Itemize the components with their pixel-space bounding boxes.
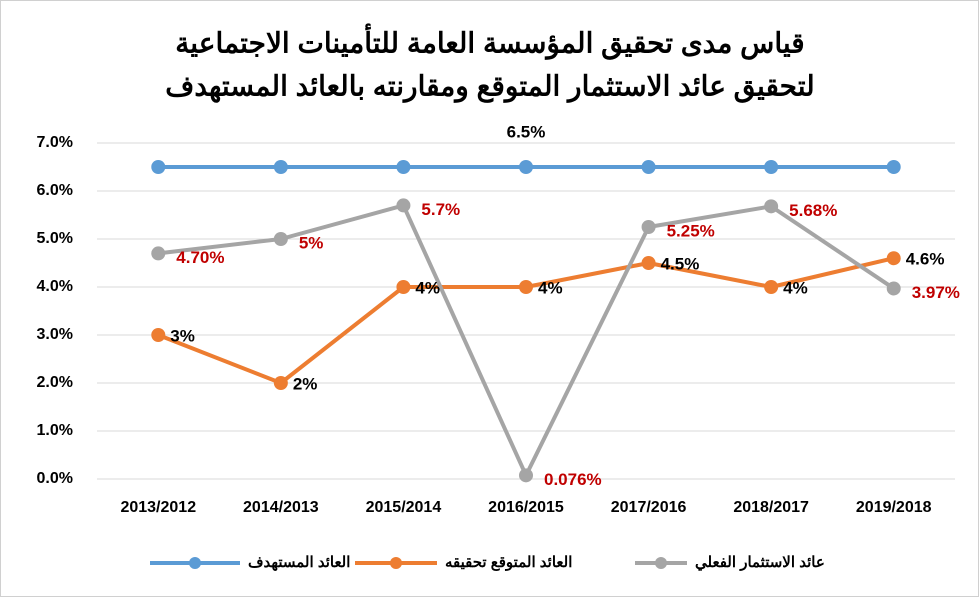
x-tick-label: 2013/2012 bbox=[120, 499, 196, 516]
data-point bbox=[641, 256, 656, 270]
chart-title: لتحقيق عائد الاستثمار المتوقع ومقارنته ب… bbox=[165, 70, 814, 103]
y-tick-label: 3.0% bbox=[37, 326, 73, 343]
y-tick-label: 5.0% bbox=[37, 230, 73, 247]
data-point bbox=[519, 280, 533, 294]
data-label: 4% bbox=[783, 278, 808, 297]
data-point bbox=[764, 160, 779, 174]
data-point bbox=[273, 376, 288, 390]
legend-marker bbox=[390, 557, 402, 569]
x-tick-label: 2017/2016 bbox=[611, 499, 687, 516]
data-point bbox=[151, 328, 166, 342]
data-label: 4% bbox=[415, 278, 440, 297]
data-label: 0.076% bbox=[544, 470, 602, 489]
x-tick-label: 2015/2014 bbox=[366, 499, 442, 516]
data-point bbox=[519, 160, 533, 174]
legend-label: عائد الاستثمار الفعلي bbox=[695, 554, 825, 572]
legend-label: العائد المتوقع تحقيقه bbox=[445, 554, 572, 571]
data-point bbox=[641, 220, 656, 234]
data-label: 5.7% bbox=[421, 200, 460, 219]
data-point bbox=[886, 251, 901, 266]
data-point bbox=[151, 160, 166, 174]
y-tick-label: 6.0% bbox=[37, 182, 73, 199]
data-point bbox=[886, 281, 901, 296]
data-point bbox=[764, 199, 779, 214]
data-label: 5% bbox=[299, 233, 324, 252]
y-tick-label: 0.0% bbox=[37, 470, 73, 487]
data-label: 4% bbox=[538, 278, 563, 297]
data-point bbox=[396, 198, 411, 213]
x-tick-label: 2014/2013 bbox=[243, 499, 319, 516]
data-label: 4.5% bbox=[661, 254, 700, 273]
data-point bbox=[396, 280, 411, 294]
data-point bbox=[273, 160, 288, 174]
legend-label: العائد المستهدف bbox=[248, 554, 350, 571]
x-tick-label: 2018/2017 bbox=[733, 499, 809, 516]
data-label: 4.70% bbox=[176, 248, 224, 267]
legend-marker bbox=[189, 557, 201, 569]
x-tick-label: 2019/2018 bbox=[856, 499, 932, 516]
data-point bbox=[396, 160, 411, 174]
data-label: 3.97% bbox=[912, 283, 960, 302]
chart-title: قياس مدى تحقيق المؤسسة العامة للتأمينات … bbox=[175, 23, 804, 60]
y-tick-label: 4.0% bbox=[37, 278, 73, 295]
data-point bbox=[886, 160, 901, 174]
data-point bbox=[273, 232, 288, 246]
y-tick-label: 1.0% bbox=[37, 422, 73, 439]
x-tick-label: 2016/2015 bbox=[488, 499, 564, 516]
data-label: 4.6% bbox=[906, 250, 945, 269]
data-label: 5.25% bbox=[667, 221, 715, 240]
legend-marker bbox=[655, 557, 667, 569]
y-tick-label: 7.0% bbox=[37, 134, 73, 151]
data-point bbox=[519, 468, 533, 483]
y-tick-label: 2.0% bbox=[37, 374, 73, 391]
data-point bbox=[151, 246, 166, 261]
data-label: 2% bbox=[293, 374, 318, 393]
data-point bbox=[641, 160, 656, 174]
data-label: 3% bbox=[170, 326, 195, 345]
data-label: 5.68% bbox=[789, 201, 837, 220]
data-point bbox=[764, 280, 779, 294]
data-label: 6.5% bbox=[507, 122, 546, 141]
